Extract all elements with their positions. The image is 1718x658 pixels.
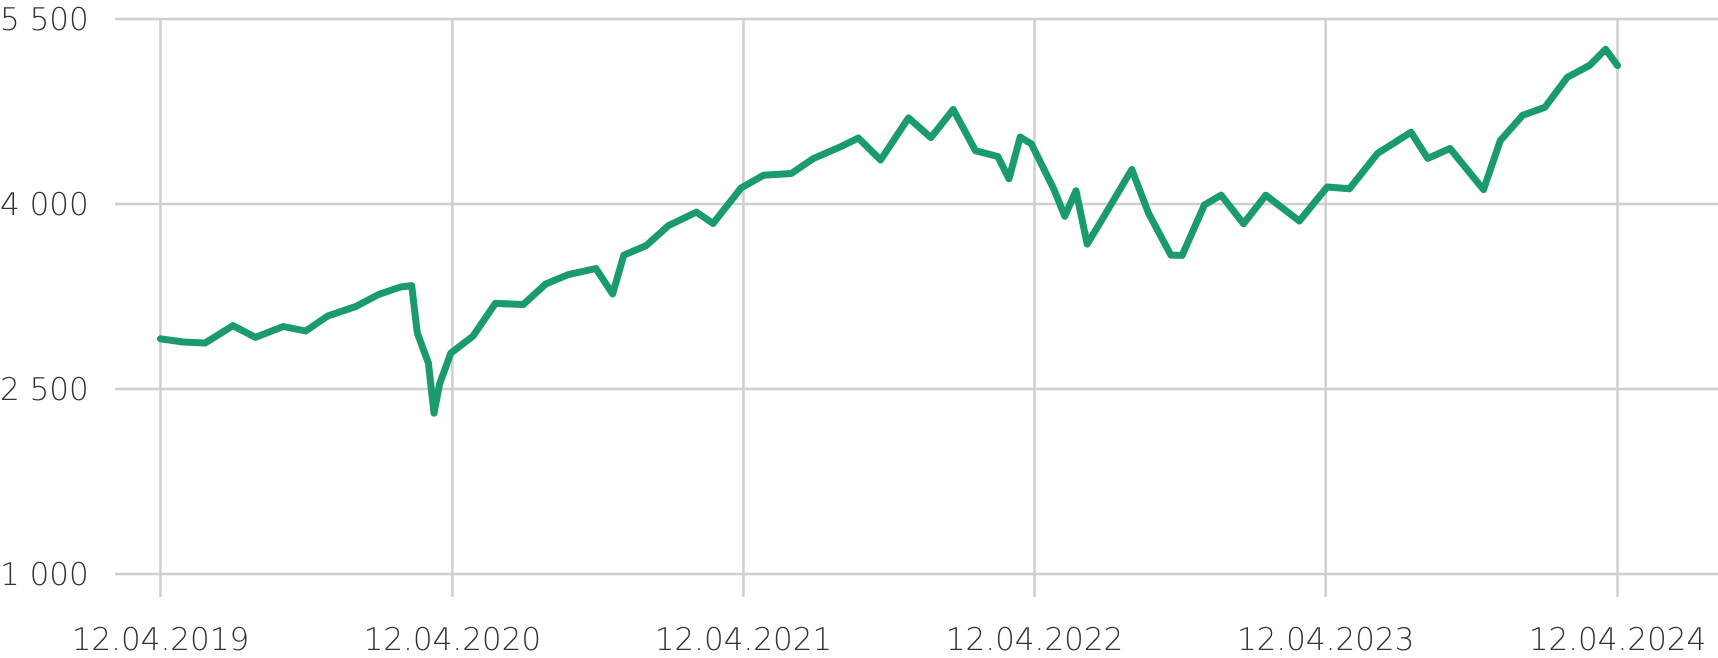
data-line	[157, 45, 1621, 417]
y-tick-label: 2 500	[0, 372, 89, 408]
y-tick-label: 5 500	[0, 2, 89, 38]
x-tick-label: 12.04.2019	[72, 622, 250, 658]
x-tick-label: 12.04.2021	[655, 622, 833, 658]
y-tick-label: 4 000	[0, 187, 89, 223]
x-tick-label: 12.04.2020	[364, 622, 542, 658]
y-tick-label: 1 000	[0, 557, 89, 593]
x-tick-label: 12.04.2023	[1237, 622, 1415, 658]
x-tick-label: 12.04.2024	[1529, 622, 1707, 658]
x-tick-label: 12.04.2022	[946, 622, 1124, 658]
